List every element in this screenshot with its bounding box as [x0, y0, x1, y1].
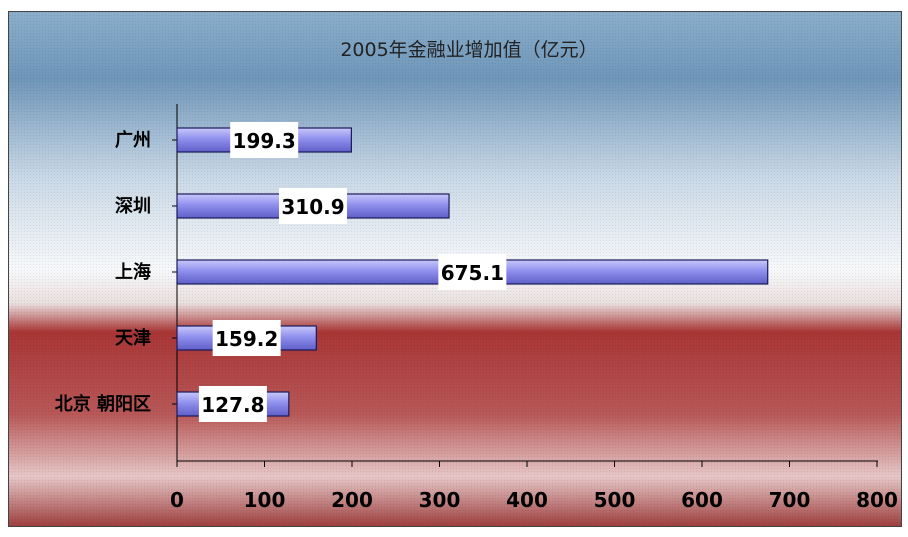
data-label-box — [212, 320, 281, 356]
x-tick-label: 700 — [769, 488, 811, 512]
data-label: 675.1 — [441, 261, 504, 285]
data-label-box — [438, 254, 507, 290]
x-tick-label: 0 — [170, 488, 184, 512]
x-tick-label: 300 — [419, 488, 461, 512]
y-tick-label: 深圳 — [115, 195, 151, 217]
y-tick-label: 上海 — [115, 261, 151, 283]
data-label: 199.3 — [233, 129, 296, 153]
x-tick-label: 400 — [506, 488, 548, 512]
y-tick-label: 北京 朝阳区 — [55, 393, 151, 415]
x-tick-label: 200 — [331, 488, 373, 512]
data-label: 127.8 — [201, 393, 264, 417]
x-tick-label: 800 — [856, 488, 898, 512]
chart-title: 2005年金融业增加值（亿元） — [340, 39, 597, 61]
data-label-box — [230, 122, 299, 158]
data-label-box — [198, 386, 267, 422]
chart-frame: 2005年金融业增加值（亿元） 广州深圳上海天津北京 朝阳区 0 100 200 300… — [8, 11, 902, 527]
data-label: 310.9 — [281, 195, 344, 219]
data-label-box — [279, 188, 348, 224]
x-tick-label: 500 — [594, 488, 636, 512]
x-tick-label: 600 — [681, 488, 723, 512]
data-label: 159.2 — [215, 327, 278, 351]
y-tick-label: 广州 — [115, 129, 151, 151]
y-tick-label: 天津 — [115, 327, 151, 349]
x-tick-label: 100 — [244, 488, 286, 512]
